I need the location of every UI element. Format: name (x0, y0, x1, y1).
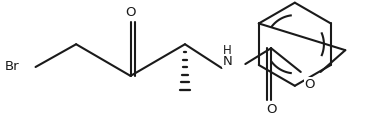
Text: N: N (223, 55, 233, 68)
Text: H: H (223, 44, 232, 57)
Text: O: O (266, 103, 276, 116)
Text: Br: Br (5, 61, 20, 74)
Text: O: O (304, 78, 315, 91)
Text: O: O (125, 7, 136, 20)
